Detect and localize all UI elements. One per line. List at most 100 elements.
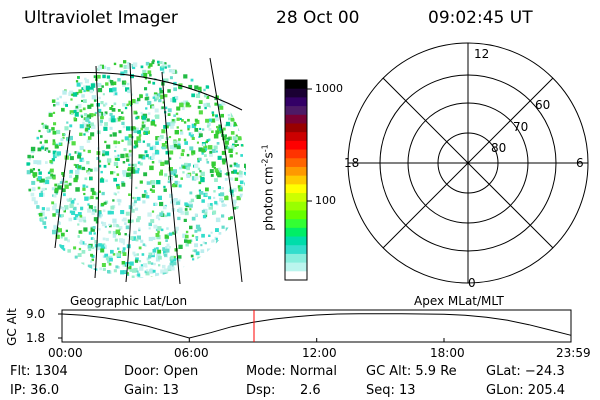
emission-pixel (232, 136, 237, 141)
emission-pixel (147, 212, 152, 217)
emission-pixel (218, 167, 221, 171)
emission-pixel (157, 195, 162, 200)
emission-pixel (144, 190, 147, 193)
emission-pixel (211, 149, 216, 153)
emission-pixel (82, 187, 86, 191)
emission-pixel (104, 102, 108, 106)
emission-pixel (166, 212, 171, 217)
emission-pixel (165, 239, 168, 242)
emission-pixel (56, 129, 61, 135)
emission-pixel (110, 249, 114, 254)
colorbar-segment (285, 184, 307, 194)
emission-pixel (125, 211, 130, 216)
emission-pixel (43, 225, 47, 229)
emission-pixel (71, 141, 76, 146)
emission-pixel (127, 219, 132, 224)
emission-pixel (197, 157, 200, 161)
emission-pixel (59, 206, 63, 209)
emission-pixel (77, 104, 82, 109)
emission-pixel (90, 260, 93, 263)
emission-pixel (114, 193, 117, 196)
emission-pixel (53, 203, 57, 207)
emission-pixel (189, 225, 193, 230)
emission-pixel (188, 104, 192, 108)
emission-pixel (80, 239, 83, 243)
emission-pixel (81, 99, 84, 102)
emission-pixel (153, 262, 156, 266)
emission-pixel (203, 145, 208, 150)
emission-pixel (109, 80, 114, 84)
emission-pixel (49, 160, 53, 164)
emission-pixel (161, 106, 164, 109)
emission-pixel (167, 113, 171, 116)
altitude-panel (58, 309, 572, 343)
emission-pixel (155, 228, 159, 232)
sequence-number: Seq: 13 (366, 383, 416, 398)
emission-pixel (182, 106, 185, 109)
emission-pixel (155, 272, 160, 277)
emission-pixel (164, 106, 168, 110)
emission-pixel (135, 112, 138, 115)
emission-pixel (215, 238, 218, 240)
emission-pixel (164, 234, 169, 239)
emission-pixel (122, 252, 127, 256)
emission-pixel (104, 225, 107, 228)
emission-pixel (64, 126, 69, 131)
emission-pixel (152, 269, 156, 273)
emission-pixel (39, 193, 43, 197)
emission-pixel (148, 252, 152, 256)
emission-pixel (147, 65, 151, 69)
emission-pixel (144, 126, 149, 132)
colorbar-segment (285, 140, 307, 151)
mlat-label-80: 80 (491, 141, 507, 155)
emission-pixel (135, 186, 138, 189)
emission-pixel (131, 166, 135, 171)
emission-pixel (90, 83, 96, 88)
emission-pixel (202, 143, 205, 147)
emission-pixel (122, 161, 126, 164)
emission-pixel (86, 185, 89, 188)
emission-pixel (119, 64, 123, 68)
emission-pixel (95, 168, 98, 172)
emission-pixel (200, 171, 205, 177)
emission-pixel (82, 159, 85, 162)
emission-pixel (97, 88, 103, 93)
emission-pixel (157, 63, 160, 66)
emission-pixel (150, 276, 154, 278)
emission-pixel (184, 165, 188, 170)
emission-pixel (147, 70, 152, 75)
emission-pixel (37, 176, 42, 180)
colorbar-segment (285, 114, 307, 125)
emission-pixel (41, 178, 45, 183)
emission-pixel (154, 202, 158, 206)
polar-projection-label: Apex MLat/MLT (414, 294, 504, 308)
emission-pixel (126, 272, 129, 275)
emission-pixel (159, 89, 163, 94)
emission-pixel (208, 196, 212, 200)
emission-pixel (179, 117, 182, 120)
emission-pixel (136, 270, 139, 273)
emission-pixel (130, 74, 134, 79)
emission-pixel (55, 101, 60, 106)
emission-pixel (111, 108, 116, 112)
emission-pixel (77, 235, 80, 238)
emission-pixel (79, 124, 84, 129)
emission-pixel (201, 148, 206, 153)
emission-pixel (186, 153, 190, 157)
emission-pixel (174, 174, 178, 178)
emission-pixel (214, 102, 218, 106)
emission-pixel (144, 244, 147, 247)
emission-pixel (66, 121, 69, 124)
emission-pixel (197, 105, 201, 109)
emission-pixel (203, 88, 206, 92)
emission-pixel (140, 239, 144, 243)
emission-pixel (185, 243, 189, 247)
emission-pixel (214, 201, 218, 205)
emission-pixel (178, 199, 181, 202)
emission-pixel (44, 139, 48, 144)
emission-pixel (88, 231, 92, 235)
emission-pixel (30, 192, 35, 197)
emission-pixel (140, 111, 143, 114)
emission-pixel (73, 117, 76, 120)
emission-pixel (146, 143, 151, 147)
